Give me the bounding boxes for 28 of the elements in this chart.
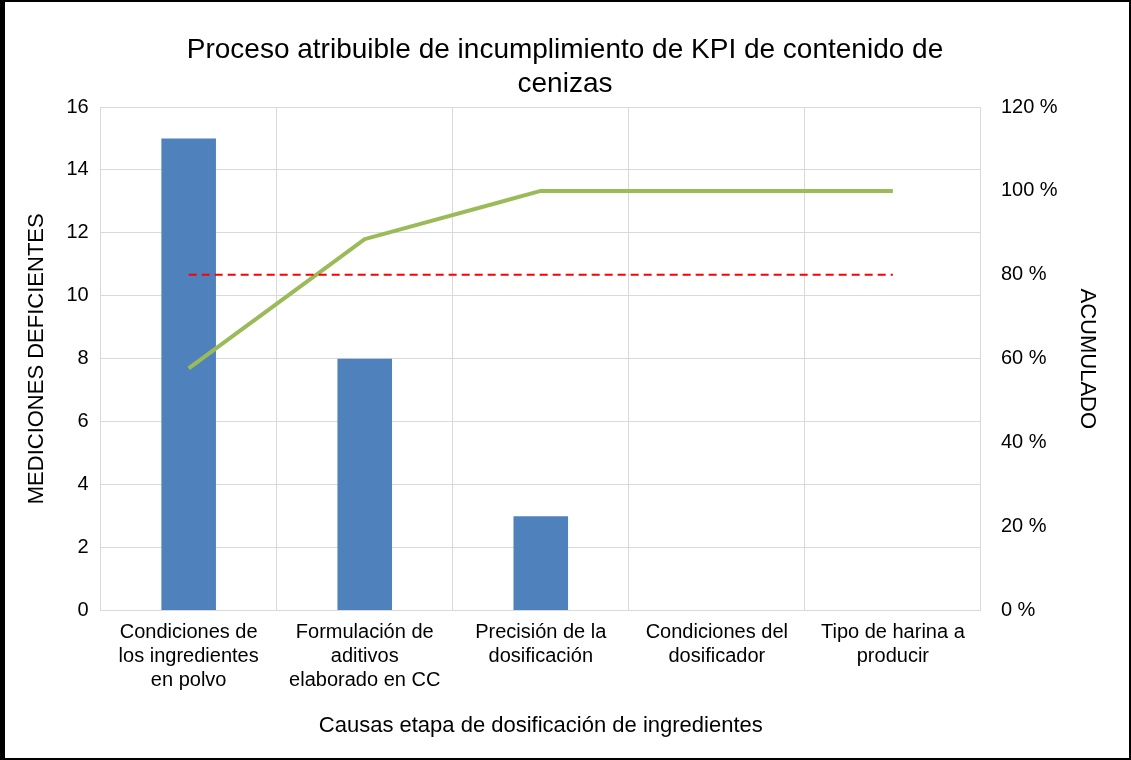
bar bbox=[337, 358, 393, 611]
bar bbox=[161, 138, 216, 611]
y2-tick-label: 20 % bbox=[1000, 514, 1047, 537]
y-tick-label: 2 bbox=[77, 535, 89, 558]
x-tick-label: Precisión de la dosificación bbox=[475, 620, 608, 667]
y2-tick-label: 100 % bbox=[1000, 178, 1058, 201]
y2-tick-label: 0 % bbox=[1000, 598, 1036, 621]
x-tick-label: Condiciones del dosificador bbox=[645, 620, 788, 667]
y-tick-label: 10 bbox=[66, 283, 89, 306]
y2-tick-label: 40 % bbox=[1000, 430, 1047, 453]
y2-tick-label: 80 % bbox=[1000, 262, 1047, 285]
y-tick-label: 4 bbox=[77, 472, 89, 495]
y-tick-label: 12 bbox=[66, 220, 89, 243]
y-tick-label: 6 bbox=[77, 409, 89, 432]
y2-axis-title: ACUMULADO bbox=[1075, 288, 1101, 430]
x-axis-title: Causas etapa de dosificación de ingredientes bbox=[318, 711, 763, 737]
y-tick-label: 0 bbox=[77, 598, 89, 621]
chart-title: Proceso atribuible de incumplimiento de KPI de contenido de cenizas bbox=[185, 32, 945, 100]
x-tick-label: Formulación de aditivos elaborado en CC bbox=[289, 620, 441, 691]
x-tick-label: Condiciones de los ingredientes en polvo bbox=[118, 620, 259, 691]
y2-tick-label: 120 % bbox=[1000, 94, 1058, 117]
y-axis-title: MEDICIONES DEFICIENTES bbox=[23, 213, 49, 505]
bar bbox=[513, 516, 569, 611]
y-tick-label: 16 bbox=[66, 94, 89, 117]
x-tick-label: Tipo de harina a producir bbox=[820, 620, 966, 667]
y-tick-label: 14 bbox=[66, 157, 89, 180]
y2-tick-label: 60 % bbox=[1000, 346, 1047, 369]
y-tick-label: 8 bbox=[77, 346, 89, 369]
